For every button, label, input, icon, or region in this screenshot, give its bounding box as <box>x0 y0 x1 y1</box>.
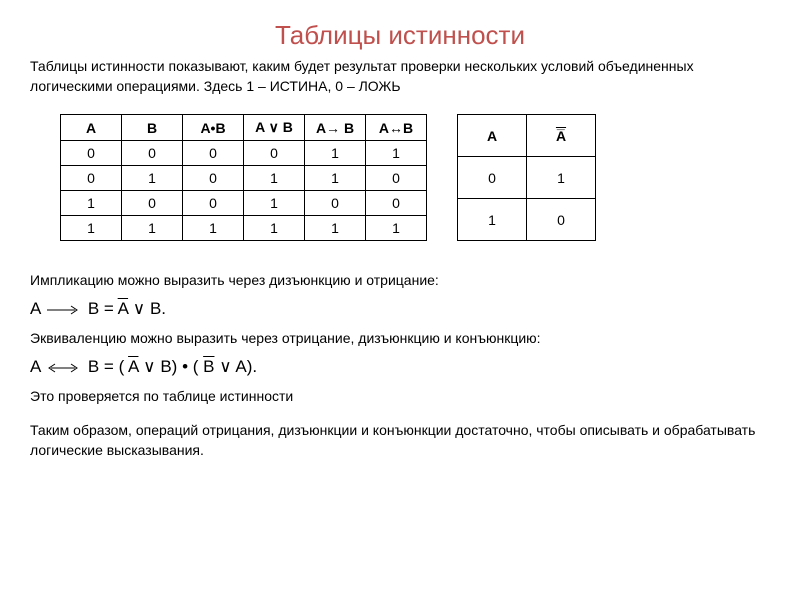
table-cell: 0 <box>61 141 122 166</box>
table-cell: 0 <box>366 191 427 216</box>
table-row: 1 0 0 1 0 0 <box>61 191 427 216</box>
col-header: A <box>61 115 122 141</box>
neg-a: A <box>118 299 128 318</box>
equivalence-text: Эквиваленцию можно выразить через отрица… <box>30 329 770 349</box>
table-cell: 1 <box>61 191 122 216</box>
table-cell: 0 <box>61 166 122 191</box>
arrow-icon <box>47 299 81 319</box>
table-cell: 0 <box>458 157 527 199</box>
table-cell: 1 <box>305 166 366 191</box>
table-cell: 1 <box>122 166 183 191</box>
formula-lhs: A <box>30 357 40 376</box>
table-cell: 1 <box>244 216 305 241</box>
table-cell: 1 <box>366 141 427 166</box>
col-header: A <box>458 115 527 157</box>
formula-mid: ∨ B) • ( <box>138 357 203 376</box>
table-cell: 1 <box>458 199 527 241</box>
equivalence-formula: A B = ( A ∨ B) • ( B ∨ A). <box>30 357 770 378</box>
table-cell: 0 <box>122 191 183 216</box>
formula-pre: B = ( <box>88 357 128 376</box>
table-cell: 1 <box>305 141 366 166</box>
table-cell: 1 <box>244 191 305 216</box>
table-cell: 1 <box>366 216 427 241</box>
intro-text: Таблицы истинности показывают, каким буд… <box>30 57 770 96</box>
implication-text: Импликацию можно выразить через дизъюнкц… <box>30 271 770 291</box>
table-cell: 1 <box>244 166 305 191</box>
table-cell: 0 <box>527 199 596 241</box>
table-cell: 0 <box>183 141 244 166</box>
negation-table: A A̅ 0 1 1 0 <box>457 114 596 241</box>
table-cell: 1 <box>305 216 366 241</box>
table-cell: 0 <box>183 166 244 191</box>
table-row: 0 1 0 1 1 0 <box>61 166 427 191</box>
table-cell: 0 <box>305 191 366 216</box>
table-row: 0 1 <box>458 157 596 199</box>
neg-a: A <box>128 357 138 376</box>
table-cell: 0 <box>366 166 427 191</box>
table-cell: 1 <box>61 216 122 241</box>
tables-container: A B A•B A ∨ B A→ B A↔B 0 0 0 0 1 1 0 1 0… <box>60 114 770 241</box>
table-cell: 0 <box>122 141 183 166</box>
verify-text: Это проверяется по таблице истинности <box>30 387 770 407</box>
page-title: Таблицы истинности <box>30 20 770 51</box>
main-truth-table: A B A•B A ∨ B A→ B A↔B 0 0 0 0 1 1 0 1 0… <box>60 114 427 241</box>
col-header: A↔B <box>366 115 427 141</box>
neg-a-header: A̅ <box>556 128 566 144</box>
col-header: A̅ <box>527 115 596 157</box>
table-row: 0 0 0 0 1 1 <box>61 141 427 166</box>
table-cell: 1 <box>183 216 244 241</box>
col-header: A ∨ B <box>244 115 305 141</box>
table-header-row: A A̅ <box>458 115 596 157</box>
neg-b: B <box>203 357 214 376</box>
table-cell: 1 <box>122 216 183 241</box>
table-row: 1 0 <box>458 199 596 241</box>
table-cell: 0 <box>244 141 305 166</box>
col-header: A•B <box>183 115 244 141</box>
conclusion-text: Таким образом, операций отрицания, дизъю… <box>30 421 770 460</box>
double-arrow-icon <box>47 357 81 377</box>
col-header: B <box>122 115 183 141</box>
col-header: A→ B <box>305 115 366 141</box>
table-cell: 0 <box>183 191 244 216</box>
table-cell: 1 <box>527 157 596 199</box>
table-row: 1 1 1 1 1 1 <box>61 216 427 241</box>
table-header-row: A B A•B A ∨ B A→ B A↔B <box>61 115 427 141</box>
implication-formula: A B = A ∨ B. <box>30 299 770 320</box>
formula-lhs: A <box>30 299 40 318</box>
formula-pre: B = <box>88 299 118 318</box>
formula-post: ∨ A). <box>214 357 257 376</box>
formula-post: ∨ B. <box>128 299 166 318</box>
